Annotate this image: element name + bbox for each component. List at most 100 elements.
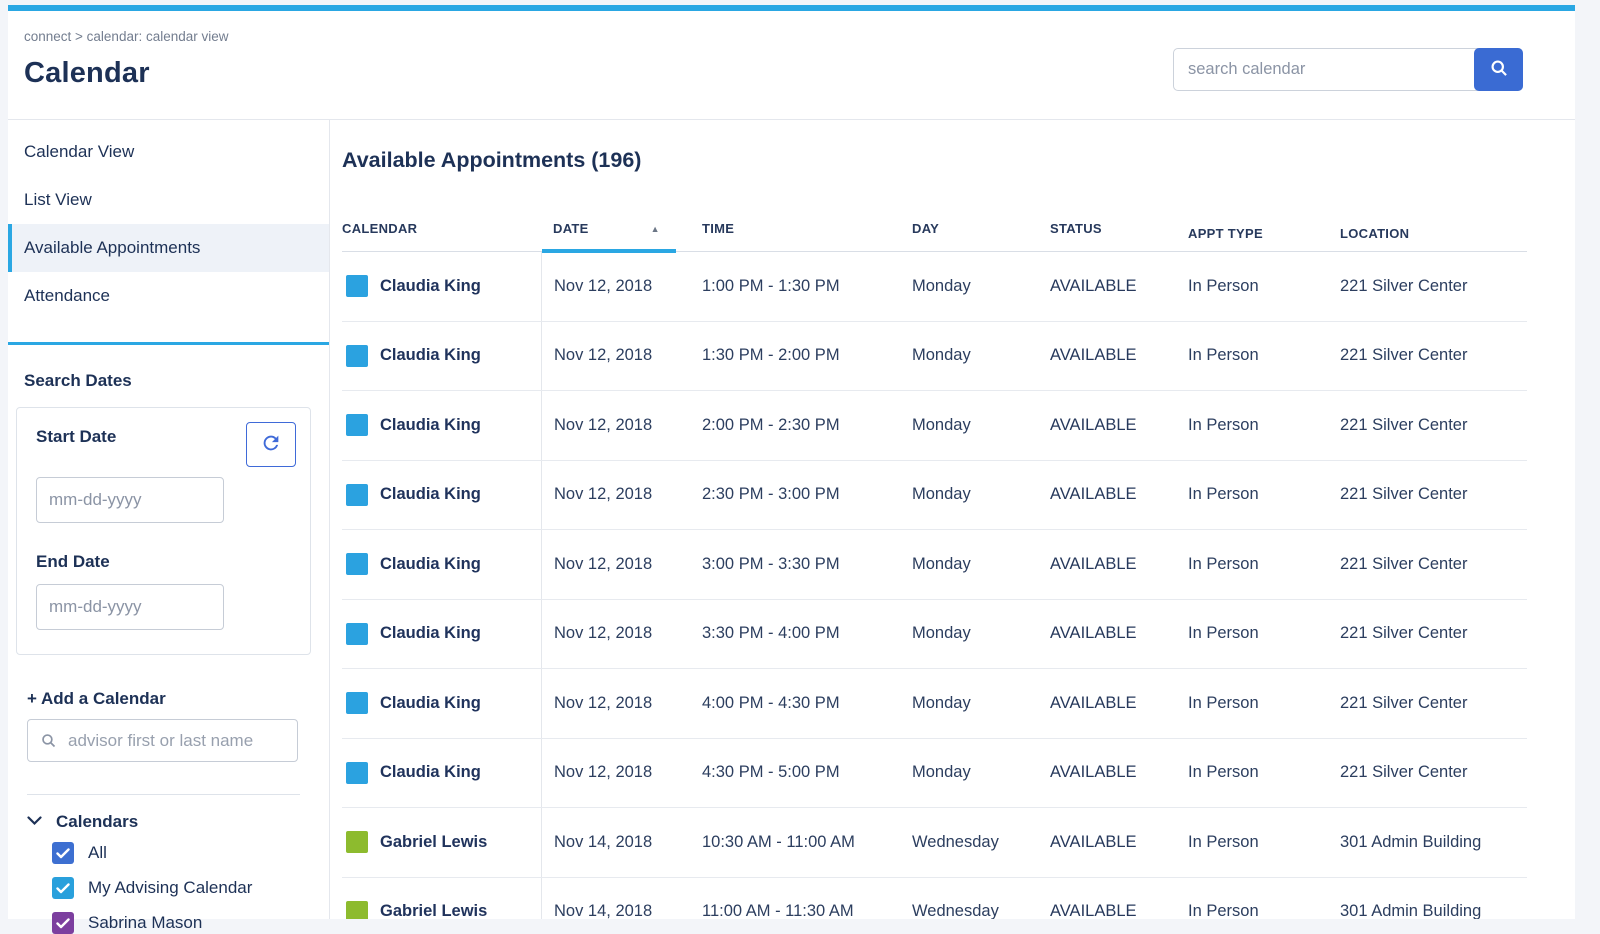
page-header: connect > calendar: calendar view Calend…	[8, 11, 1575, 120]
appointment-type: In Person	[1188, 763, 1259, 782]
appointment-location: 221 Silver Center	[1340, 624, 1468, 643]
calendar-color-swatch	[346, 344, 368, 367]
search-dates-panel: Start Date End Date	[16, 407, 311, 655]
appointment-row[interactable]: Claudia King Nov 12, 2018 2:30 PM - 3:00…	[342, 460, 1527, 530]
appointment-status: AVAILABLE	[1050, 554, 1137, 573]
appointment-status: AVAILABLE	[1050, 693, 1137, 712]
calendar-color-swatch	[346, 900, 368, 919]
appointment-time: 2:30 PM - 3:00 PM	[702, 485, 840, 504]
calendar-name: Claudia King	[380, 276, 481, 295]
calendar-filter-item: My Advising Calendar	[52, 877, 329, 899]
calendar-color-swatch	[346, 761, 368, 784]
column-header-appt-type[interactable]: APPT TYPE	[1188, 226, 1263, 241]
start-date-label: Start Date	[36, 427, 117, 446]
sidebar: Calendar View List View Available Appoin…	[8, 120, 330, 934]
calendar-color-swatch	[346, 692, 368, 715]
appointment-date: Nov 12, 2018	[541, 599, 702, 668]
appointment-time: 10:30 AM - 11:00 AM	[702, 832, 855, 851]
appointment-time: 2:00 PM - 2:30 PM	[702, 415, 840, 434]
add-calendar-heading[interactable]: + Add a Calendar	[27, 689, 166, 708]
appointment-row[interactable]: Claudia King Nov 12, 2018 2:00 PM - 2:30…	[342, 391, 1527, 461]
appointment-date: Nov 12, 2018	[541, 460, 702, 529]
appointment-time: 4:30 PM - 5:00 PM	[702, 763, 840, 782]
calendar-search-input[interactable]	[1174, 49, 1474, 90]
appointment-row[interactable]: Gabriel Lewis Nov 14, 2018 10:30 AM - 11…	[342, 808, 1527, 878]
sort-asc-icon: ▲	[650, 224, 660, 234]
appointment-type: In Person	[1188, 415, 1259, 434]
sidebar-nav-item[interactable]: Attendance	[24, 286, 111, 305]
end-date-input[interactable]	[36, 584, 224, 630]
appointment-row[interactable]: Claudia King Nov 12, 2018 3:00 PM - 3:30…	[342, 530, 1527, 600]
column-header-location[interactable]: LOCATION	[1340, 226, 1410, 241]
sidebar-nav-item[interactable]: Available Appointments	[8, 224, 329, 272]
page-title: Calendar	[24, 57, 150, 89]
checkbox-checked[interactable]	[52, 842, 74, 864]
refresh-dates-button[interactable]	[246, 422, 296, 467]
divider	[27, 794, 300, 795]
start-date-input[interactable]	[36, 477, 224, 523]
appointment-day: Monday	[912, 415, 971, 434]
main-content: Available Appointments (196) CALENDAR DA…	[330, 120, 1575, 919]
appointment-location: 221 Silver Center	[1340, 276, 1468, 295]
checkbox-checked[interactable]	[52, 912, 74, 934]
appointment-type: In Person	[1188, 554, 1259, 573]
appointment-row[interactable]: Claudia King Nov 12, 2018 1:30 PM - 2:00…	[342, 321, 1527, 391]
appointment-date: Nov 14, 2018	[541, 877, 702, 919]
sidebar-nav-item[interactable]: Calendar View	[24, 142, 135, 161]
sidebar-divider	[8, 342, 329, 345]
calendar-search	[1173, 48, 1523, 91]
appointment-location: 221 Silver Center	[1340, 485, 1468, 504]
column-header-time[interactable]: TIME	[702, 221, 735, 236]
appointment-location: 301 Admin Building	[1340, 832, 1482, 851]
appointment-date: Nov 14, 2018	[541, 808, 702, 877]
appointment-type: In Person	[1188, 832, 1259, 851]
column-header-day[interactable]: DAY	[912, 221, 940, 236]
appointment-row[interactable]: Claudia King Nov 12, 2018 1:00 PM - 1:30…	[342, 252, 1527, 322]
chevron-down-icon	[27, 813, 42, 831]
calendar-name: Gabriel Lewis	[380, 832, 488, 851]
table-header-row: CALENDAR DATE ▲ TIME DAY STATUS APPT TYPE…	[342, 193, 1527, 253]
appointment-row[interactable]: Claudia King Nov 12, 2018 4:00 PM - 4:30…	[342, 669, 1527, 739]
appointment-time: 11:00 AM - 11:30 AM	[702, 902, 854, 919]
advisor-search-input[interactable]	[27, 719, 298, 762]
appointment-date: Nov 12, 2018	[541, 530, 702, 599]
appointment-row[interactable]: Gabriel Lewis Nov 14, 2018 11:00 AM - 11…	[342, 877, 1527, 919]
checkbox-checked[interactable]	[52, 877, 74, 899]
breadcrumb: connect > calendar: calendar view	[24, 29, 229, 44]
calendar-color-swatch	[346, 553, 368, 576]
calendar-color-swatch	[346, 622, 368, 645]
appointment-row[interactable]: Claudia King Nov 12, 2018 3:30 PM - 4:00…	[342, 599, 1527, 669]
app-card: connect > calendar: calendar view Calend…	[8, 5, 1575, 934]
appointment-status: AVAILABLE	[1050, 485, 1137, 504]
calendar-color-swatch	[346, 831, 368, 854]
sidebar-nav: Calendar View List View Available Appoin…	[8, 128, 329, 320]
appointment-time: 1:00 PM - 1:30 PM	[702, 276, 840, 295]
search-icon	[1489, 58, 1509, 81]
appointment-status: AVAILABLE	[1050, 763, 1137, 782]
appointment-location: 221 Silver Center	[1340, 693, 1468, 712]
search-dates-heading: Search Dates	[24, 371, 132, 390]
appointment-type: In Person	[1188, 276, 1259, 295]
appointment-row[interactable]: Claudia King Nov 12, 2018 4:30 PM - 5:00…	[342, 738, 1527, 808]
calendar-filter-item: Sabrina Mason	[52, 912, 329, 934]
appointment-type: In Person	[1188, 346, 1259, 365]
sidebar-nav-item[interactable]: List View	[24, 190, 92, 209]
search-icon	[40, 732, 57, 754]
calendar-color-swatch	[346, 414, 368, 437]
column-header-status[interactable]: STATUS	[1050, 221, 1102, 236]
calendar-name: Claudia King	[380, 485, 481, 504]
appointment-status: AVAILABLE	[1050, 276, 1137, 295]
column-header-date[interactable]: DATE ▲	[553, 221, 660, 236]
calendar-filter-item: All	[52, 842, 329, 864]
appointments-title: Available Appointments (196)	[342, 148, 642, 172]
appointment-status: AVAILABLE	[1050, 346, 1137, 365]
calendar-color-swatch	[346, 275, 368, 298]
calendar-name: Claudia King	[380, 554, 481, 573]
appointment-time: 4:00 PM - 4:30 PM	[702, 693, 840, 712]
appointment-location: 221 Silver Center	[1340, 554, 1468, 573]
calendar-search-button[interactable]	[1474, 48, 1523, 91]
calendars-section-toggle[interactable]: Calendars	[27, 812, 329, 832]
appointment-location: 221 Silver Center	[1340, 763, 1468, 782]
column-header-calendar[interactable]: CALENDAR	[342, 221, 418, 236]
calendar-filter-list: All My Advising Calendar Sabrina Mason	[8, 842, 329, 934]
